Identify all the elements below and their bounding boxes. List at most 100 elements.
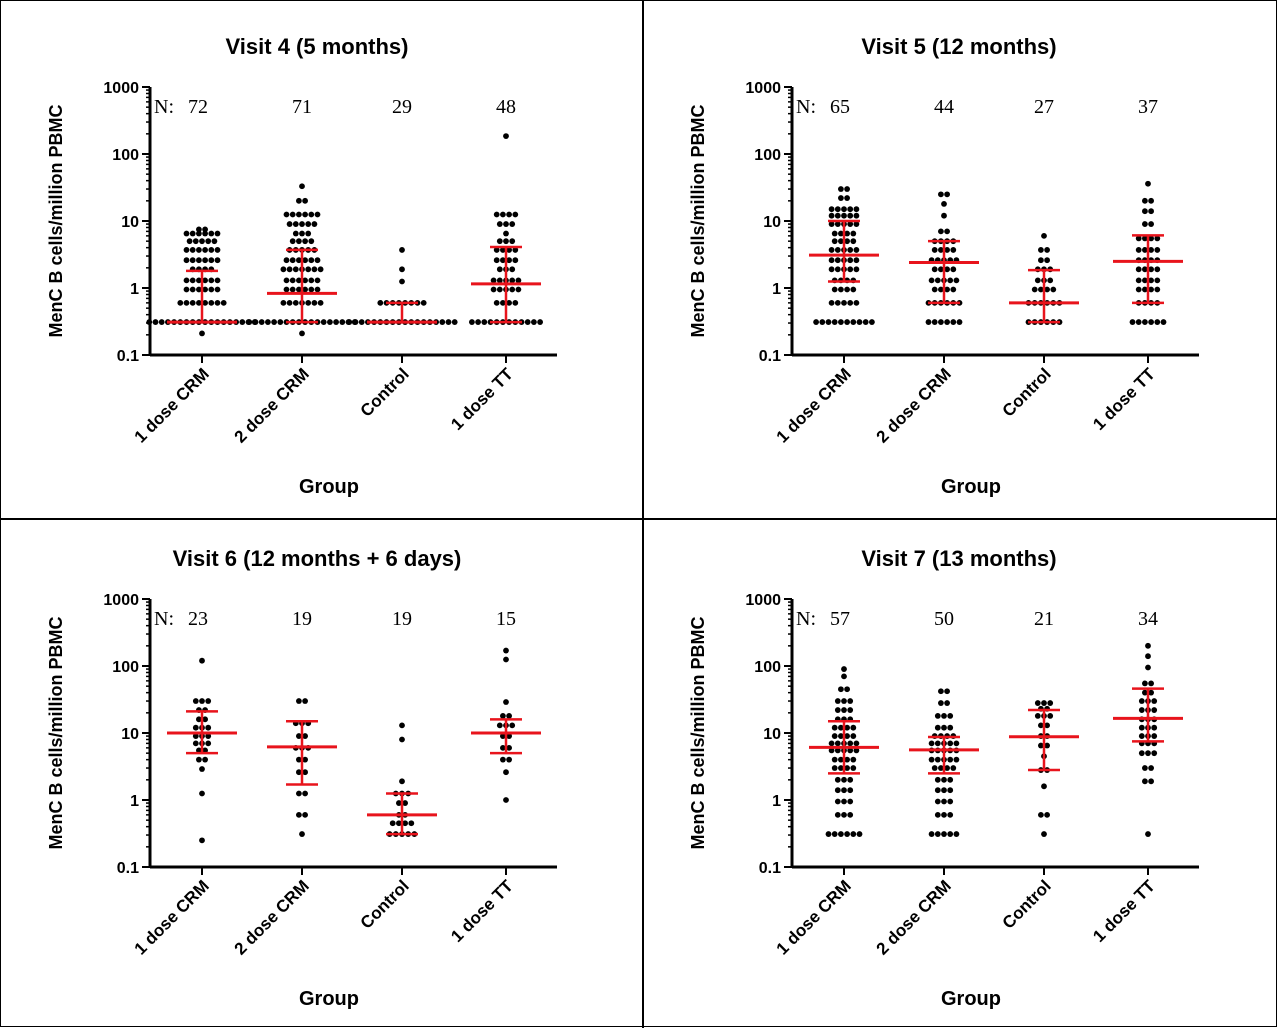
data-point [847,257,854,264]
data-point [1142,235,1148,242]
data-point [1142,208,1148,215]
data-point [956,319,963,325]
data-point [831,230,838,237]
data-point [831,765,838,771]
data-point [314,277,321,284]
chart-title: Visit 6 (12 months + 6 days) [173,546,462,571]
data-point [496,238,503,245]
n-count-label: 71 [292,96,312,118]
data-point [844,756,850,763]
data-point [515,286,522,293]
data-point [947,798,954,805]
x-tick-label: 1 dose CRM [131,364,213,446]
data-point [500,299,506,306]
data-point [1151,698,1158,704]
data-point [196,756,202,763]
data-point [202,756,209,763]
data-point [299,230,305,237]
y-tick-label: 1 [130,281,139,298]
data-point [1034,700,1041,706]
data-point [1145,750,1151,757]
data-point [1050,286,1057,293]
data-point [509,277,516,284]
data-point [496,266,503,273]
data-point [503,797,509,803]
data-point [838,756,844,763]
data-point [183,277,190,284]
data-point [934,787,941,794]
data-point [177,299,184,306]
data-point [296,769,302,776]
data-point [847,212,854,219]
data-point [314,257,321,264]
data-point [196,716,202,723]
y-tick-label: 10 [121,726,139,743]
n-count-label: 34 [1138,608,1158,630]
y-tick-label: 100 [754,659,781,676]
data-point [1041,783,1047,790]
data-point [844,319,850,325]
data-point [853,299,860,306]
data-point [828,747,835,754]
data-point [834,698,841,704]
data-point [302,286,308,293]
data-point [1148,266,1154,273]
data-point [838,230,844,237]
data-point [500,257,506,264]
y-tick-label: 1000 [103,592,139,609]
data-point [928,831,935,837]
data-point [853,221,860,227]
data-point [202,247,209,253]
data-point [199,698,205,704]
data-point [196,286,202,293]
data-point [941,776,947,783]
data-point [834,206,841,213]
data-point [1151,707,1158,713]
chart-panel-visit-7: Visit 7 (13 months) MenC B cells/million … [644,515,1277,1027]
data-point [1047,712,1054,719]
data-point [208,277,215,284]
data-point [1151,724,1158,731]
data-point [1142,680,1148,687]
data-point [515,277,522,284]
chart-title: Visit 7 (13 months) [861,546,1056,571]
data-point [399,247,405,253]
data-point [834,299,841,306]
data-point [1135,319,1142,325]
data-point [317,266,324,273]
data-point [192,724,199,731]
data-point [205,733,212,739]
data-point [1148,208,1154,215]
data-point [838,319,844,325]
data-point [509,266,516,273]
data-point [1145,664,1151,671]
data-point [308,277,315,284]
data-point [844,238,850,245]
data-point [311,266,318,273]
data-point [838,733,844,739]
x-axis-label: Group [941,476,1001,498]
data-point [199,766,205,772]
data-point [944,319,950,325]
data-point [311,299,318,306]
data-point [841,698,847,704]
data-point [296,277,302,284]
data-point [831,733,838,739]
chart-panel-visit-5: Visit 5 (12 months) MenC B cells/million … [644,3,1277,515]
n-prefix: N: [796,608,816,630]
data-point [941,787,947,794]
data-point [512,247,519,253]
chart-visit-6: Visit 6 (12 months + 6 days) MenC B cells… [46,546,557,1010]
data-point [1148,286,1154,293]
data-point [838,195,844,201]
data-point [496,221,503,227]
data-point [305,221,312,227]
data-point [199,657,205,664]
data-point [941,200,947,207]
data-point [286,299,293,306]
data-point [1138,698,1145,704]
data-point [850,286,857,293]
data-point [296,197,302,204]
data-point [208,230,215,237]
data-point [944,688,950,695]
